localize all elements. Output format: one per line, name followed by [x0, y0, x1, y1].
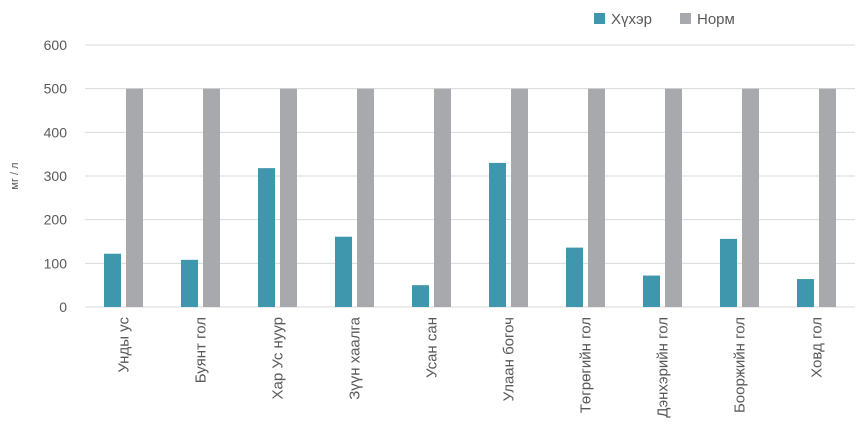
- y-axis-label: мг / л: [9, 162, 21, 189]
- x-tick-label: Хар Ус нуур: [270, 317, 287, 400]
- bar-norm: [665, 89, 682, 307]
- y-tick-label: 500: [44, 81, 68, 97]
- x-tick-label: Бооржийн гол: [732, 317, 749, 413]
- y-tick-label: 100: [44, 255, 68, 271]
- bar-sulfur: [181, 260, 198, 307]
- y-tick-label: 0: [59, 299, 67, 315]
- y-tick-label: 600: [44, 37, 68, 53]
- bar-norm: [819, 89, 836, 307]
- gridlines: [85, 45, 855, 307]
- y-tick-labels: 0 100 200 300 400 500 600: [44, 37, 68, 315]
- legend: Хүхэр Норм: [594, 11, 735, 28]
- bar-sulfur: [643, 276, 660, 307]
- bar-sulfur: [797, 279, 814, 307]
- legend-label: Норм: [697, 11, 735, 28]
- bar-norm: [511, 89, 528, 307]
- bar-norm: [126, 89, 143, 307]
- y-tick-label: 300: [44, 168, 68, 184]
- bar-sulfur: [258, 168, 275, 307]
- bar-norm: [357, 89, 374, 307]
- x-tick-label: Унды ус: [116, 317, 133, 373]
- x-tick-label: Дэнхэрийн гол: [655, 317, 672, 418]
- x-tick-labels: Унды ус Буянт гол Хар Ус нуур Зүүн хаалга Ус…: [116, 316, 826, 417]
- bars: [104, 89, 836, 307]
- bar-sulfur: [335, 237, 352, 307]
- bar-sulfur: [104, 254, 121, 307]
- legend-swatch: [680, 13, 691, 24]
- bar-norm: [742, 89, 759, 307]
- legend-label: Хүхэр: [611, 11, 652, 28]
- bar-norm: [203, 89, 220, 307]
- bar-norm: [434, 89, 451, 307]
- y-tick-label: 400: [44, 124, 68, 140]
- bar-sulfur: [720, 239, 737, 307]
- x-tick-label: Зүүн хаалга: [347, 316, 364, 399]
- bar-sulfur: [489, 163, 506, 307]
- bar-norm: [280, 89, 297, 307]
- bar-sulfur: [412, 285, 429, 307]
- y-tick-label: 200: [44, 212, 68, 228]
- x-tick-label: Ховд гол: [809, 317, 826, 378]
- x-tick-label: Улаан богоч: [501, 317, 518, 401]
- bar-sulfur: [566, 248, 583, 307]
- bar-norm: [588, 89, 605, 307]
- x-tick-label: Төгрөгийн гол: [578, 317, 595, 413]
- legend-swatch: [594, 13, 605, 24]
- x-tick-label: Буянт гол: [193, 317, 210, 383]
- x-tick-label: Усан сан: [424, 317, 441, 378]
